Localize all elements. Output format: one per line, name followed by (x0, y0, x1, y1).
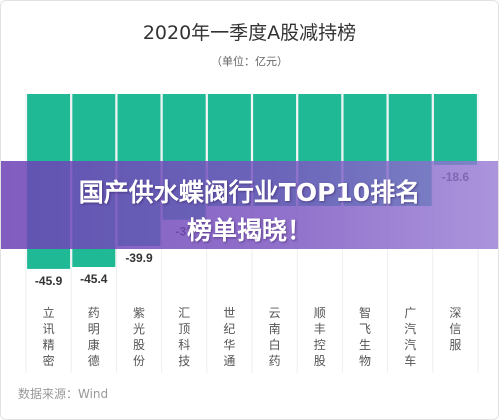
banner-line-1: 国产供水蝶阀行业TOP10排名 (78, 178, 421, 207)
category-label: 广汽汽车 (404, 306, 417, 368)
category-label: 世纪华通 (223, 306, 236, 368)
category-label: 紫光股份 (133, 306, 146, 368)
category-label: 药明康德 (87, 306, 100, 368)
chart-title: 2020年一季度A股减持榜 (142, 22, 357, 44)
banner-line-2: 榜单揭晓！ (186, 216, 312, 245)
data-label: -45.9 (35, 274, 63, 288)
category-label: 顺丰控股 (313, 306, 326, 368)
category-label: 深信服 (449, 306, 462, 352)
chart-unit-subtitle: （单位：亿元） (211, 55, 288, 68)
headline-banner: 国产供水蝶阀行业TOP10排名 榜单揭晓！ (1, 161, 498, 249)
data-label: -45.4 (80, 272, 108, 286)
category-label: 汇顶科技 (178, 306, 191, 368)
category-label: 云南白药 (268, 306, 281, 368)
data-source-note: 数据来源：Wind (18, 387, 109, 401)
category-label: 智飞生物 (359, 306, 372, 368)
data-label: -39.9 (125, 251, 153, 265)
bar-10 (433, 94, 477, 165)
category-label: 立讯精密 (42, 306, 55, 368)
